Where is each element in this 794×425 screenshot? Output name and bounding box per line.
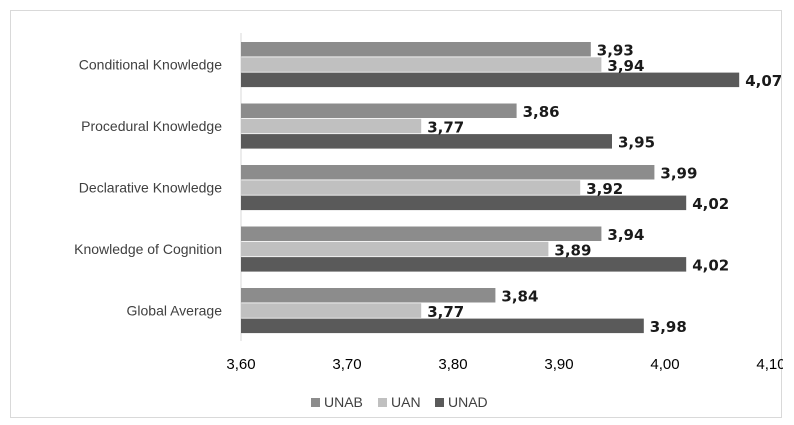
x-tick-label: 4,10 [756, 356, 783, 373]
legend-label-unab: UNAB [324, 394, 363, 410]
x-tick-label: 3,90 [544, 356, 573, 373]
legend-label-uan: UAN [391, 394, 421, 410]
data-label: 3,94 [607, 57, 644, 75]
category-label: Conditional Knowledge [79, 57, 222, 73]
data-label: 4,02 [692, 195, 729, 213]
bar-unad [241, 257, 687, 272]
data-label: 3,77 [427, 303, 464, 321]
bar-unab [241, 103, 517, 118]
data-label: 4,07 [745, 72, 782, 90]
bar-unab [241, 226, 602, 241]
bar-uan [241, 57, 602, 72]
data-label: 3,99 [660, 165, 697, 183]
bar-unad [241, 318, 644, 334]
bar-uan [241, 118, 422, 134]
data-label: 3,98 [650, 318, 687, 336]
data-label: 3,92 [586, 180, 623, 198]
bar-uan [241, 241, 549, 257]
legend-swatch-uan [378, 398, 387, 407]
legend-swatch-unab [311, 398, 320, 407]
bar-unab [241, 42, 591, 57]
bar-uan [241, 180, 581, 195]
data-label: 3,93 [597, 42, 634, 60]
x-tick-label: 4,00 [650, 356, 679, 373]
bar-uan [241, 303, 422, 318]
bar-unad [241, 195, 687, 211]
data-label: 4,02 [692, 257, 729, 275]
legend-swatch-unad [435, 398, 444, 407]
data-label: 3,95 [618, 134, 655, 152]
bar-unad [241, 72, 740, 88]
x-tick-label: 3,70 [332, 356, 361, 373]
data-label: 3,94 [607, 226, 644, 244]
data-label: 3,89 [554, 241, 591, 259]
bar-unad [241, 134, 612, 149]
data-label: 3,77 [427, 118, 464, 136]
bar-unab [241, 288, 496, 303]
x-tick-label: 3,80 [438, 356, 467, 373]
bar-layer [241, 42, 740, 334]
category-label: Knowledge of Cognition [74, 241, 222, 257]
data-label: 3,84 [501, 288, 538, 306]
data-label: 3,86 [523, 103, 560, 121]
label-layer: Conditional Knowledge3,933,944,07Procedu… [74, 42, 782, 337]
bar-chart: 3,60 3,70 3,80 3,90 4,00 4,10 Conditional Kno… [74, 33, 783, 410]
category-label: Global Average [127, 303, 223, 319]
chart-frame: 3,60 3,70 3,80 3,90 4,00 4,10 Conditional Kno… [10, 10, 783, 418]
legend-label-unad: UNAD [448, 394, 488, 410]
legend: UNAB UAN UNAD [311, 394, 488, 410]
category-label: Procedural Knowledge [81, 118, 222, 134]
bar-unab [241, 165, 655, 180]
category-label: Declarative Knowledge [79, 180, 222, 196]
axis-layer: 3,60 3,70 3,80 3,90 4,00 4,10 [226, 33, 783, 373]
x-tick-label: 3,60 [226, 356, 255, 373]
